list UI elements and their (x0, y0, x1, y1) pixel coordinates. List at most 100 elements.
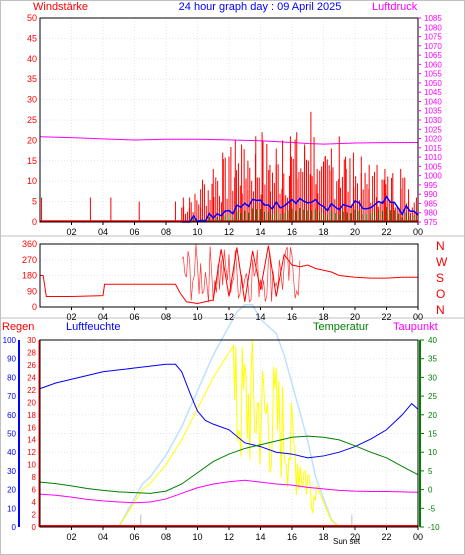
temperature-axis-label: 25 (428, 392, 437, 401)
pressure-axis-label: 1010 (424, 153, 442, 162)
humidity-axis-label: 30 (7, 467, 16, 476)
x-tick-label: 20 (350, 312, 360, 322)
x-tick-label: 02 (66, 312, 76, 322)
x-tick-label: 04 (98, 532, 108, 542)
wind-panel-title: Windstärke (33, 1, 88, 13)
pressure-axis-label: 1080 (424, 23, 442, 32)
temperature-axis-label: -10 (428, 523, 440, 532)
chart-background (40, 18, 418, 527)
temperature-label: Temperatur (313, 321, 369, 333)
wind-axis-label: 15 (27, 156, 37, 166)
pressure-axis-label: 990 (424, 190, 438, 199)
x-tick-label: 22 (381, 532, 391, 542)
winddir-axis-label: 0 (32, 302, 37, 312)
rain-axis-label: 6 (32, 486, 37, 495)
date-title: 24 hour graph day : 09 April 2025 (179, 1, 342, 13)
winddir-letter-o: O (436, 287, 445, 301)
pressure-axis-label: 980 (424, 209, 438, 218)
x-tick-label: 00 (413, 532, 423, 542)
rain-axis-label: 18 (27, 411, 36, 420)
pressure-axis-label: 1055 (424, 70, 442, 79)
x-tick-label: 18 (318, 312, 328, 322)
pressure-axis-label: 1000 (424, 172, 442, 181)
wind-axis-label: 30 (27, 95, 37, 105)
pressure-axis-label: 1045 (424, 88, 442, 97)
wind-axis-label: 20 (27, 135, 37, 145)
mean-wind-line (181, 195, 419, 223)
pressure-axis-label: 1075 (424, 33, 442, 42)
x-tick-label: 12 (224, 227, 234, 237)
pressure-axis-label: 985 (424, 199, 438, 208)
pressure-line (39, 136, 419, 145)
sunset-label: Sun set (333, 537, 361, 546)
pressure-axis-label: 1020 (424, 135, 442, 144)
rain-axis-label: 24 (27, 373, 36, 382)
temperature-axis-label: 40 (428, 336, 437, 345)
rain-axis-label: 8 (32, 473, 37, 482)
x-tick-label: 20 (350, 227, 360, 237)
temperature-axis-label: 30 (428, 373, 437, 382)
rain-axis-label: 0 (32, 523, 37, 532)
x-tick-label: 14 (255, 312, 265, 322)
humidity-label: Luftfeuchte (66, 321, 120, 333)
winddir-axis-label: 360 (22, 239, 37, 249)
humidity-axis-label: 60 (7, 411, 16, 420)
rain-axis-label: 2 (32, 511, 37, 520)
temperature-axis-label: 15 (428, 430, 437, 439)
rain-axis-label: 12 (27, 448, 36, 457)
x-tick-label: 04 (98, 312, 108, 322)
humidity-axis-label: 70 (7, 392, 16, 401)
temperature-axis-label: 0 (428, 486, 433, 495)
x-tick-label: 14 (255, 227, 265, 237)
x-tick-label: 00 (413, 227, 423, 237)
temperature-line (39, 435, 419, 494)
pressure-axis-label: 1025 (424, 125, 442, 134)
rain-axis-label: 22 (27, 386, 36, 395)
wind-axis-label: 45 (27, 33, 37, 43)
rain-axis-label: 10 (27, 461, 36, 470)
x-tick-label: 16 (287, 227, 297, 237)
humidity-axis-label: 50 (7, 430, 16, 439)
x-tick-label: 14 (255, 532, 265, 542)
winddir-axis-label: 180 (22, 271, 37, 281)
x-tick-label: 16 (287, 532, 297, 542)
rain-label: Regen (2, 321, 34, 333)
pressure-axis-label: 1085 (424, 14, 442, 23)
winddir-letter-s: S (436, 271, 444, 285)
x-tick-label: 18 (318, 227, 328, 237)
humidity-line (39, 363, 419, 459)
x-tick-label: 00 (413, 312, 423, 322)
chart-data-marks (39, 111, 419, 528)
pressure-axis-label: 975 (424, 218, 438, 227)
wind-axis-label: 25 (27, 115, 37, 125)
wind-axis-label: 50 (27, 13, 37, 23)
rain-axis-label: 16 (27, 423, 36, 432)
pressure-axis-label: 1035 (424, 107, 442, 116)
pressure-axis-label: 1060 (424, 60, 442, 69)
humidity-axis-label: 10 (7, 504, 16, 513)
rain-axis-label: 20 (27, 398, 36, 407)
humidity-axis-label: 80 (7, 373, 16, 382)
x-tick-label: 06 (129, 227, 139, 237)
x-tick-label: 10 (192, 227, 202, 237)
humidity-axis-label: 100 (3, 336, 17, 345)
winddir-axis-label: 270 (22, 255, 37, 265)
rain-axis-label: 4 (32, 498, 37, 507)
x-tick-label: 12 (224, 312, 234, 322)
winddir-letter-n-top: N (436, 239, 445, 253)
temperature-axis-label: 20 (428, 411, 437, 420)
x-tick-label: 06 (129, 312, 139, 322)
x-tick-label: 08 (161, 227, 171, 237)
wind-axis-label: 40 (27, 54, 37, 64)
x-tick-label: 20 (350, 532, 360, 542)
wind-axis-label: 10 (27, 176, 37, 186)
rain-axis-label: 30 (27, 336, 36, 345)
humidity-axis-label: 0 (12, 523, 17, 532)
x-tick-label: 06 (129, 532, 139, 542)
pressure-panel-title: Luftdruck (372, 1, 418, 13)
winddir-letter-w: W (436, 255, 448, 269)
wind-axis-label: 5 (32, 197, 37, 207)
pressure-axis-label: 1065 (424, 51, 442, 60)
